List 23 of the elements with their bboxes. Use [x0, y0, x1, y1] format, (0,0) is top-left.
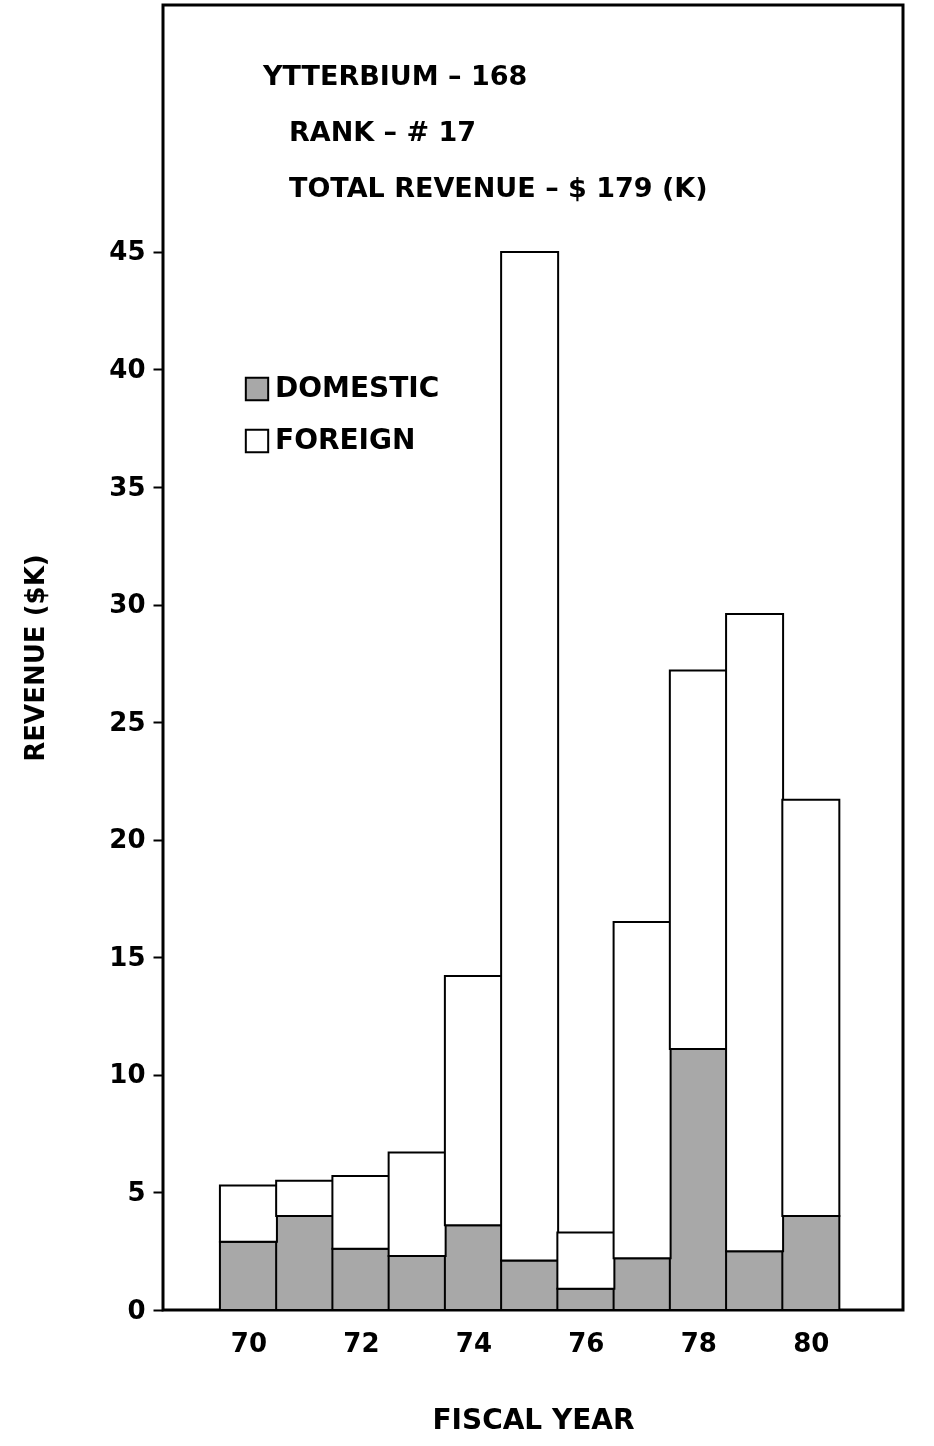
y-axis-title: REVENUE ($K) — [20, 554, 51, 762]
y-tick-label: 40 — [109, 353, 146, 384]
y-tick-label: 35 — [109, 471, 146, 502]
legend-label: DOMESTIC — [275, 371, 440, 404]
y-tick-label: 10 — [109, 1059, 146, 1090]
y-tick-label: 5 — [127, 1176, 146, 1207]
annotation: RANK – # 17 — [289, 116, 477, 147]
x-tick-label: 74 — [455, 1327, 492, 1358]
y-tick-label: 45 — [109, 236, 146, 267]
x-tick-label: 70 — [230, 1327, 268, 1358]
annotation: TOTAL REVENUE – $ 179 (K) — [289, 172, 708, 203]
y-tick-label: 20 — [109, 824, 146, 855]
legend-label: FOREIGN — [275, 423, 416, 456]
x-tick-label: 78 — [680, 1327, 717, 1358]
x-tick-label: 76 — [568, 1327, 605, 1358]
y-tick-label: 25 — [109, 706, 146, 737]
annotation: YTTERBIUM – 168 — [262, 60, 528, 91]
x-tick-label: 72 — [343, 1327, 380, 1358]
x-axis-title: FISCAL YEAR — [432, 1402, 635, 1436]
y-tick-label: 0 — [127, 1294, 146, 1325]
y-tick-label: 15 — [109, 941, 146, 972]
x-tick-label: 80 — [793, 1327, 830, 1358]
y-tick-label: 30 — [109, 589, 146, 620]
